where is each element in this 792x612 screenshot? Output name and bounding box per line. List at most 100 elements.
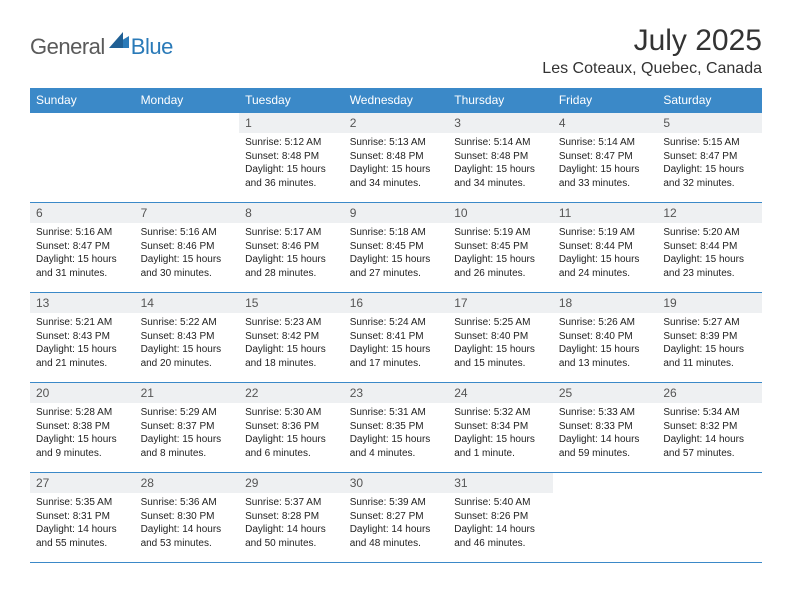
daylight-text: Daylight: 15 hours and 33 minutes.	[559, 163, 652, 190]
calendar-cell: 28Sunrise: 5:36 AMSunset: 8:30 PMDayligh…	[135, 473, 240, 563]
day-body: Sunrise: 5:29 AMSunset: 8:37 PMDaylight:…	[135, 403, 240, 464]
day-number: 17	[448, 293, 553, 313]
sunset-text: Sunset: 8:40 PM	[454, 330, 547, 344]
calendar-cell: ..	[553, 473, 658, 563]
daylight-text: Daylight: 14 hours and 53 minutes.	[141, 523, 234, 550]
day-body: Sunrise: 5:16 AMSunset: 8:46 PMDaylight:…	[135, 223, 240, 284]
day-body: Sunrise: 5:33 AMSunset: 8:33 PMDaylight:…	[553, 403, 658, 464]
weekday-header: Saturday	[657, 88, 762, 113]
sunrise-text: Sunrise: 5:16 AM	[141, 226, 234, 240]
calendar-cell: 2Sunrise: 5:13 AMSunset: 8:48 PMDaylight…	[344, 113, 449, 203]
sunset-text: Sunset: 8:44 PM	[559, 240, 652, 254]
sunset-text: Sunset: 8:38 PM	[36, 420, 129, 434]
sunset-text: Sunset: 8:48 PM	[454, 150, 547, 164]
day-number: 27	[30, 473, 135, 493]
sunset-text: Sunset: 8:43 PM	[141, 330, 234, 344]
day-number: 14	[135, 293, 240, 313]
day-body: Sunrise: 5:19 AMSunset: 8:45 PMDaylight:…	[448, 223, 553, 284]
sunrise-text: Sunrise: 5:15 AM	[663, 136, 756, 150]
calendar-cell: ..	[135, 113, 240, 203]
daylight-text: Daylight: 15 hours and 32 minutes.	[663, 163, 756, 190]
day-body: Sunrise: 5:14 AMSunset: 8:48 PMDaylight:…	[448, 133, 553, 194]
daylight-text: Daylight: 14 hours and 46 minutes.	[454, 523, 547, 550]
calendar-cell: 27Sunrise: 5:35 AMSunset: 8:31 PMDayligh…	[30, 473, 135, 563]
sunrise-text: Sunrise: 5:25 AM	[454, 316, 547, 330]
daylight-text: Daylight: 15 hours and 8 minutes.	[141, 433, 234, 460]
day-number: 22	[239, 383, 344, 403]
day-number: 29	[239, 473, 344, 493]
calendar-cell: 23Sunrise: 5:31 AMSunset: 8:35 PMDayligh…	[344, 383, 449, 473]
calendar-cell: 17Sunrise: 5:25 AMSunset: 8:40 PMDayligh…	[448, 293, 553, 383]
daylight-text: Daylight: 15 hours and 36 minutes.	[245, 163, 338, 190]
day-number: 12	[657, 203, 762, 223]
day-number: 8	[239, 203, 344, 223]
day-number: 3	[448, 113, 553, 133]
day-body: Sunrise: 5:37 AMSunset: 8:28 PMDaylight:…	[239, 493, 344, 554]
calendar-cell: 18Sunrise: 5:26 AMSunset: 8:40 PMDayligh…	[553, 293, 658, 383]
day-body: Sunrise: 5:27 AMSunset: 8:39 PMDaylight:…	[657, 313, 762, 374]
sunrise-text: Sunrise: 5:19 AM	[559, 226, 652, 240]
daylight-text: Daylight: 15 hours and 24 minutes.	[559, 253, 652, 280]
sunrise-text: Sunrise: 5:17 AM	[245, 226, 338, 240]
sunset-text: Sunset: 8:36 PM	[245, 420, 338, 434]
sunset-text: Sunset: 8:41 PM	[350, 330, 443, 344]
day-body: Sunrise: 5:32 AMSunset: 8:34 PMDaylight:…	[448, 403, 553, 464]
calendar-cell: 7Sunrise: 5:16 AMSunset: 8:46 PMDaylight…	[135, 203, 240, 293]
calendar-row: 27Sunrise: 5:35 AMSunset: 8:31 PMDayligh…	[30, 473, 762, 563]
weekday-header-row: Sunday Monday Tuesday Wednesday Thursday…	[30, 88, 762, 113]
sunrise-text: Sunrise: 5:37 AM	[245, 496, 338, 510]
calendar-cell: 20Sunrise: 5:28 AMSunset: 8:38 PMDayligh…	[30, 383, 135, 473]
calendar-table: Sunday Monday Tuesday Wednesday Thursday…	[30, 88, 762, 563]
calendar-cell: 12Sunrise: 5:20 AMSunset: 8:44 PMDayligh…	[657, 203, 762, 293]
day-body: Sunrise: 5:20 AMSunset: 8:44 PMDaylight:…	[657, 223, 762, 284]
day-body: Sunrise: 5:19 AMSunset: 8:44 PMDaylight:…	[553, 223, 658, 284]
sunrise-text: Sunrise: 5:35 AM	[36, 496, 129, 510]
sunrise-text: Sunrise: 5:33 AM	[559, 406, 652, 420]
day-body: Sunrise: 5:13 AMSunset: 8:48 PMDaylight:…	[344, 133, 449, 194]
calendar-cell: 14Sunrise: 5:22 AMSunset: 8:43 PMDayligh…	[135, 293, 240, 383]
daylight-text: Daylight: 15 hours and 9 minutes.	[36, 433, 129, 460]
sunset-text: Sunset: 8:48 PM	[350, 150, 443, 164]
calendar-cell: 13Sunrise: 5:21 AMSunset: 8:43 PMDayligh…	[30, 293, 135, 383]
day-number: 25	[553, 383, 658, 403]
calendar-cell: 22Sunrise: 5:30 AMSunset: 8:36 PMDayligh…	[239, 383, 344, 473]
header: General Blue July 2025 Les Coteaux, Queb…	[30, 24, 762, 78]
sunrise-text: Sunrise: 5:27 AM	[663, 316, 756, 330]
daylight-text: Daylight: 15 hours and 20 minutes.	[141, 343, 234, 370]
day-body: Sunrise: 5:40 AMSunset: 8:26 PMDaylight:…	[448, 493, 553, 554]
calendar-cell: 26Sunrise: 5:34 AMSunset: 8:32 PMDayligh…	[657, 383, 762, 473]
sunrise-text: Sunrise: 5:32 AM	[454, 406, 547, 420]
calendar-cell: 30Sunrise: 5:39 AMSunset: 8:27 PMDayligh…	[344, 473, 449, 563]
calendar-cell: 15Sunrise: 5:23 AMSunset: 8:42 PMDayligh…	[239, 293, 344, 383]
sunset-text: Sunset: 8:43 PM	[36, 330, 129, 344]
calendar-cell: 25Sunrise: 5:33 AMSunset: 8:33 PMDayligh…	[553, 383, 658, 473]
logo-mark-icon	[109, 32, 129, 53]
day-body: Sunrise: 5:39 AMSunset: 8:27 PMDaylight:…	[344, 493, 449, 554]
day-number: 1	[239, 113, 344, 133]
day-body: Sunrise: 5:30 AMSunset: 8:36 PMDaylight:…	[239, 403, 344, 464]
day-number: 31	[448, 473, 553, 493]
daylight-text: Daylight: 15 hours and 34 minutes.	[454, 163, 547, 190]
sunset-text: Sunset: 8:46 PM	[141, 240, 234, 254]
daylight-text: Daylight: 15 hours and 30 minutes.	[141, 253, 234, 280]
day-number: 21	[135, 383, 240, 403]
calendar-cell: 24Sunrise: 5:32 AMSunset: 8:34 PMDayligh…	[448, 383, 553, 473]
sunrise-text: Sunrise: 5:24 AM	[350, 316, 443, 330]
sunrise-text: Sunrise: 5:13 AM	[350, 136, 443, 150]
day-body: Sunrise: 5:35 AMSunset: 8:31 PMDaylight:…	[30, 493, 135, 554]
sunset-text: Sunset: 8:47 PM	[559, 150, 652, 164]
day-number: 4	[553, 113, 658, 133]
daylight-text: Daylight: 14 hours and 48 minutes.	[350, 523, 443, 550]
sunset-text: Sunset: 8:35 PM	[350, 420, 443, 434]
daylight-text: Daylight: 15 hours and 1 minute.	[454, 433, 547, 460]
daylight-text: Daylight: 15 hours and 6 minutes.	[245, 433, 338, 460]
day-number: 7	[135, 203, 240, 223]
sunset-text: Sunset: 8:48 PM	[245, 150, 338, 164]
daylight-text: Daylight: 15 hours and 17 minutes.	[350, 343, 443, 370]
sunrise-text: Sunrise: 5:12 AM	[245, 136, 338, 150]
weekday-header: Thursday	[448, 88, 553, 113]
location-text: Les Coteaux, Quebec, Canada	[542, 60, 762, 78]
daylight-text: Daylight: 15 hours and 34 minutes.	[350, 163, 443, 190]
day-number: 13	[30, 293, 135, 313]
sunset-text: Sunset: 8:44 PM	[663, 240, 756, 254]
